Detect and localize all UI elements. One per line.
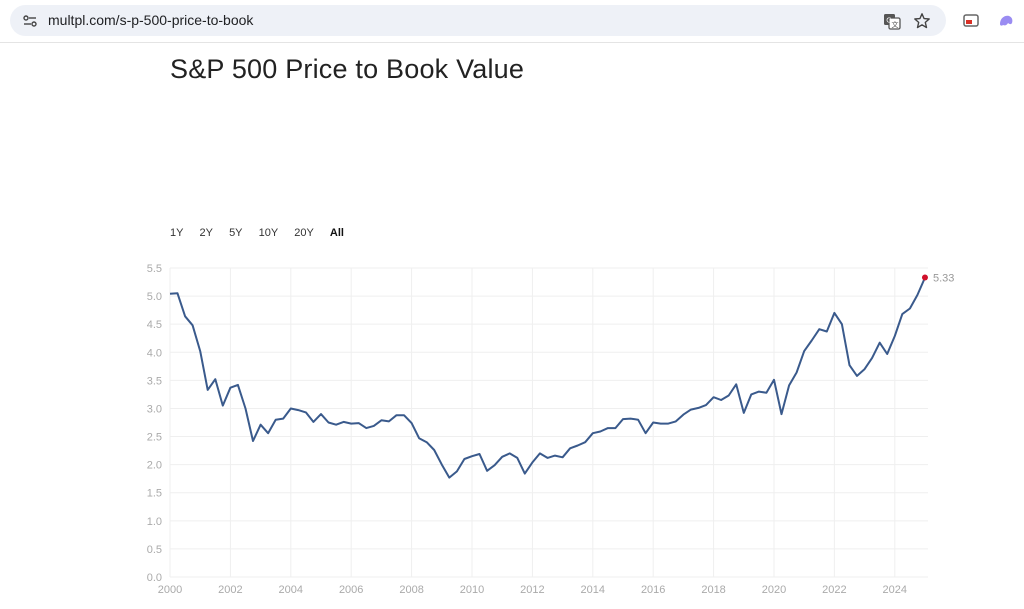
horizontal-gridlines: [170, 267, 928, 578]
y-tick-label: 5.5: [147, 263, 162, 275]
x-tick-label: 2016: [641, 584, 665, 596]
y-tick-label: 3.5: [147, 375, 162, 387]
range-all-button[interactable]: All: [329, 227, 344, 239]
last-value-label: 5.33: [933, 273, 954, 285]
vertical-gridlines: [169, 268, 896, 577]
x-axis-tick-labels: 2000 2002 2004 2006 2008 2010 2012 2014 2016 2018…: [158, 584, 907, 596]
y-axis-tick-labels: 0.0 0.5 1.0 1.5 2.0 2.5 3.0 3.5 4.0 4.5 5.0 5.5: [147, 263, 162, 584]
range-10y-button[interactable]: 10Y: [258, 227, 279, 239]
x-tick-label: 2018: [701, 584, 725, 596]
y-tick-label: 2.0: [147, 460, 162, 472]
svg-text:文: 文: [892, 20, 899, 29]
range-selector: 1Y 2Y 5Y 10Y 20Y All: [170, 227, 357, 239]
x-tick-label: 2004: [279, 584, 303, 596]
y-tick-label: 1.5: [147, 488, 162, 500]
price-to-book-line[interactable]: [169, 277, 926, 479]
extension-icon[interactable]: [997, 12, 1015, 30]
x-tick-label: 2014: [581, 584, 605, 596]
star-icon[interactable]: [913, 12, 931, 30]
translate-icon[interactable]: G 文: [883, 12, 901, 30]
range-5y-button[interactable]: 5Y: [229, 227, 243, 239]
cast-icon[interactable]: [962, 12, 980, 30]
x-tick-label: 2008: [399, 584, 423, 596]
y-tick-label: 0.5: [147, 544, 162, 556]
url-text[interactable]: multpl.com/s-p-500-price-to-book: [48, 12, 254, 28]
y-tick-label: 0.0: [147, 572, 162, 584]
last-value-point[interactable]: [921, 274, 928, 281]
x-tick-label: 2020: [762, 584, 786, 596]
x-tick-label: 2002: [218, 584, 242, 596]
svg-text:G: G: [886, 17, 891, 25]
y-tick-label: 3.0: [147, 403, 162, 415]
range-20y-button[interactable]: 20Y: [294, 227, 314, 239]
range-2y-button[interactable]: 2Y: [199, 227, 213, 239]
page-title: S&P 500 Price to Book Value: [170, 54, 525, 84]
y-tick-label: 2.5: [147, 432, 162, 444]
x-tick-label: 2024: [883, 584, 907, 596]
x-tick-label: 2022: [822, 584, 846, 596]
y-tick-label: 4.0: [147, 347, 162, 359]
range-1y-button[interactable]: 1Y: [170, 227, 184, 239]
x-tick-label: 2012: [520, 584, 544, 596]
price-to-book-chart[interactable]: 0.0 0.5 1.0 1.5 2.0 2.5 3.0 3.5 4.0 4.5 5.0 5.5 200…: [0, 255, 1024, 609]
x-tick-label: 2006: [339, 584, 363, 596]
y-tick-label: 4.5: [147, 319, 162, 331]
x-tick-label: 2000: [158, 584, 182, 596]
x-tick-label: 2010: [460, 584, 484, 596]
address-bar[interactable]: multpl.com/s-p-500-price-to-book G 文: [10, 5, 946, 36]
browser-toolbar: multpl.com/s-p-500-price-to-book G 文: [0, 0, 1024, 43]
y-tick-label: 5.0: [147, 291, 162, 303]
y-tick-label: 1.0: [147, 516, 162, 528]
tune-icon[interactable]: [22, 13, 38, 29]
